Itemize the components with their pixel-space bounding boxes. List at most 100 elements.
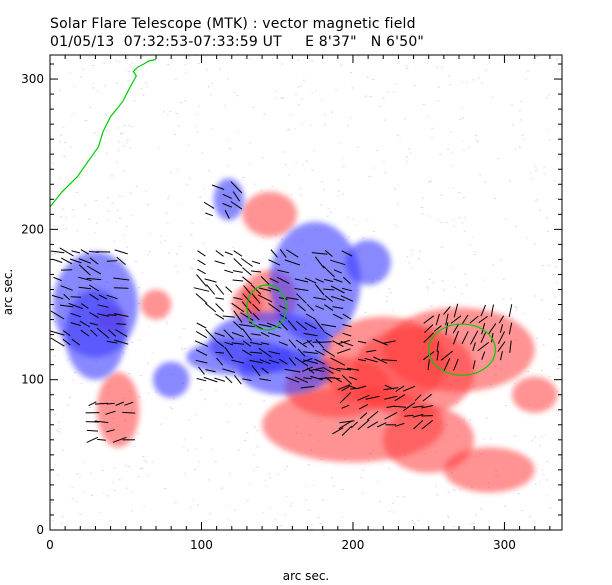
noise-speck (533, 166, 536, 167)
noise-speck (410, 249, 413, 251)
field-vector (223, 329, 235, 340)
noise-speck (295, 162, 298, 164)
field-vector (62, 330, 71, 337)
field-vector (351, 421, 358, 429)
field-vector (422, 393, 432, 402)
intensity-contour (246, 284, 287, 331)
noise-speck (504, 505, 507, 507)
noise-speck (130, 215, 133, 217)
noise-speck (200, 437, 202, 439)
field-vector (337, 339, 351, 345)
noise-speck (472, 79, 475, 81)
noise-speck (125, 142, 128, 144)
positive-polarity-region (383, 406, 475, 473)
field-vector (249, 351, 263, 354)
field-vector (402, 385, 416, 392)
field-vector (423, 315, 435, 324)
noise-speck (242, 176, 245, 178)
field-vector (314, 358, 325, 365)
field-vector (50, 250, 65, 254)
field-vector (224, 346, 234, 359)
noise-speck (74, 372, 77, 374)
noise-speck (554, 296, 557, 298)
noise-speck (545, 495, 548, 497)
field-vector (105, 410, 116, 415)
noise-speck (521, 134, 524, 136)
noise-speck (290, 114, 293, 116)
noise-speck (302, 164, 304, 166)
noise-speck (239, 403, 242, 405)
noise-speck (538, 445, 541, 447)
field-vector (242, 378, 252, 381)
noise-speck (460, 81, 463, 83)
field-vector (337, 384, 351, 391)
positive-polarity-region (443, 447, 535, 493)
x-tick-label: 300 (493, 538, 516, 552)
noise-speck (323, 123, 326, 125)
noise-speck (188, 144, 191, 146)
noise-speck (127, 71, 130, 72)
noise-speck (186, 449, 189, 451)
noise-speck (137, 476, 140, 478)
field-vector (206, 284, 216, 295)
field-vector (63, 293, 70, 301)
noise-speck (65, 228, 67, 230)
noise-speck (143, 505, 146, 507)
field-vector (314, 283, 325, 296)
field-vector (89, 322, 99, 326)
noise-speck (260, 190, 263, 192)
field-vector (373, 356, 388, 364)
noise-speck (62, 224, 65, 226)
noise-speck (340, 142, 342, 143)
noise-speck (207, 86, 210, 88)
field-vector (116, 256, 126, 265)
noise-speck (71, 379, 74, 381)
field-vector (80, 329, 90, 337)
noise-speck (483, 279, 485, 281)
noise-speck (471, 236, 474, 238)
field-vector (332, 313, 343, 320)
noise-speck (232, 246, 235, 248)
noise-speck (56, 474, 59, 476)
intensity-contour (428, 323, 496, 376)
noise-speck (305, 485, 308, 487)
noise-speck (59, 178, 62, 180)
noise-speck (167, 198, 170, 200)
noise-speck (541, 265, 544, 266)
noise-speck (297, 86, 300, 88)
field-vector (278, 358, 288, 365)
field-vector (295, 320, 308, 331)
field-vector (222, 202, 233, 208)
noise-speck (299, 187, 302, 189)
field-vector (251, 260, 261, 265)
noise-speck (130, 510, 133, 512)
noise-speck (477, 141, 480, 143)
field-vector (508, 304, 513, 318)
noise-speck (256, 446, 259, 448)
field-vector (445, 322, 449, 335)
field-vector (115, 401, 124, 406)
noise-speck (84, 170, 87, 172)
noise-speck (520, 509, 523, 511)
noise-speck (221, 487, 224, 489)
field-vector (267, 332, 281, 337)
noise-speck (128, 147, 131, 149)
noise-speck (118, 479, 121, 481)
noise-speck (170, 172, 173, 173)
field-vector (86, 277, 102, 281)
field-vector (315, 305, 325, 310)
noise-speck (196, 504, 199, 506)
noise-speck (364, 311, 367, 313)
noise-speck (201, 152, 204, 154)
field-vector (60, 285, 73, 291)
field-vector (78, 264, 91, 276)
noise-speck (290, 193, 293, 195)
noise-speck (469, 523, 472, 525)
field-vector (69, 258, 82, 264)
noise-speck (54, 414, 57, 416)
x-tick-label: 0 (46, 538, 54, 552)
noise-speck (164, 488, 167, 489)
negative-polarity-region (345, 239, 391, 285)
noise-speck (459, 489, 462, 491)
noise-speck (549, 139, 551, 141)
